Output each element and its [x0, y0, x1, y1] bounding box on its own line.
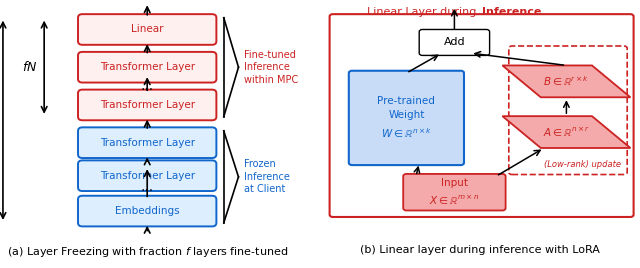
Polygon shape — [502, 65, 630, 97]
Text: Linear: Linear — [131, 24, 163, 35]
FancyBboxPatch shape — [349, 71, 464, 165]
FancyBboxPatch shape — [419, 29, 490, 55]
Text: (b) Linear layer during inference with LoRA: (b) Linear layer during inference with L… — [360, 245, 600, 255]
Text: $B \in \mathbb{R}^{r\times k}$: $B \in \mathbb{R}^{r\times k}$ — [543, 75, 589, 88]
Text: $A \in \mathbb{R}^{n\times r}$: $A \in \mathbb{R}^{n\times r}$ — [543, 125, 590, 139]
FancyBboxPatch shape — [78, 14, 216, 45]
Text: Inference: Inference — [482, 7, 541, 17]
Text: Frozen
Inference
at Client: Frozen Inference at Client — [244, 159, 290, 194]
Text: Fine-tuned
Inference
within MPC: Fine-tuned Inference within MPC — [244, 50, 299, 85]
Text: Transformer Layer: Transformer Layer — [100, 171, 195, 181]
FancyBboxPatch shape — [78, 160, 216, 191]
Text: Input
$X \in \mathbb{R}^{m\times n}$: Input $X \in \mathbb{R}^{m\times n}$ — [429, 178, 479, 207]
FancyBboxPatch shape — [78, 127, 216, 158]
Text: Add: Add — [444, 38, 465, 47]
Text: ...: ... — [141, 79, 154, 93]
Text: (a) Layer Freezing with fraction $f$ layers fine-tuned: (a) Layer Freezing with fraction $f$ lay… — [6, 245, 288, 259]
Text: Embeddings: Embeddings — [115, 206, 179, 216]
FancyBboxPatch shape — [403, 174, 506, 210]
Text: Transformer Layer: Transformer Layer — [100, 138, 195, 148]
Text: ...: ... — [141, 180, 154, 195]
FancyBboxPatch shape — [78, 90, 216, 120]
Text: Transformer Layer: Transformer Layer — [100, 100, 195, 110]
Text: Linear Layer during: Linear Layer during — [367, 7, 480, 17]
Text: $fN$: $fN$ — [22, 60, 37, 74]
FancyBboxPatch shape — [78, 196, 216, 226]
FancyBboxPatch shape — [330, 14, 634, 217]
Text: Pre-trained
Weight
$W \in \mathbb{R}^{n\times k}$: Pre-trained Weight $W \in \mathbb{R}^{n\… — [378, 96, 435, 140]
Text: Transformer Layer: Transformer Layer — [100, 62, 195, 72]
FancyBboxPatch shape — [78, 52, 216, 83]
Text: (Low-rank) update: (Low-rank) update — [544, 160, 621, 169]
Polygon shape — [502, 116, 630, 148]
